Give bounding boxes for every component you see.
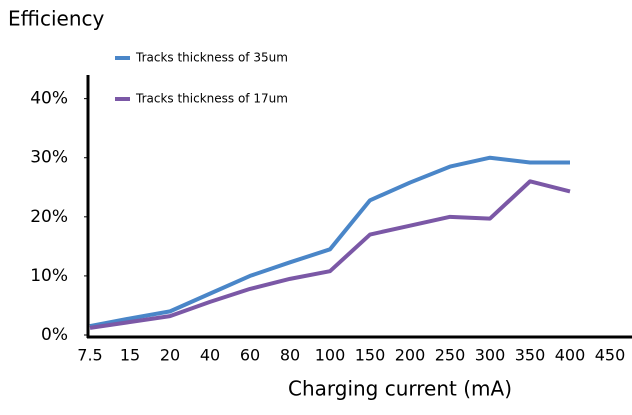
x-tick-label: 15 (120, 346, 140, 365)
y-tick-label: 10% (30, 266, 68, 286)
legend-label: Tracks thickness of 35um (135, 51, 288, 65)
y-tick-label: 0% (41, 325, 68, 345)
line-series (89, 179, 571, 330)
x-tick-label: 100 (315, 346, 346, 365)
x-tick-label: 60 (240, 346, 260, 365)
line-series (89, 155, 570, 329)
x-tick-label: 7.5 (77, 346, 102, 365)
y-tick-label: 30% (30, 148, 68, 168)
x-tick-label: 40 (200, 346, 220, 365)
x-tick-label: 20 (160, 346, 180, 365)
legend-label: Tracks thickness of 17um (135, 92, 288, 106)
x-tick-label: 450 (595, 346, 626, 365)
x-tick-label: 80 (280, 346, 300, 365)
x-tick-label: 200 (395, 346, 426, 365)
x-tick-label: 350 (515, 346, 546, 365)
x-tick-label: 250 (435, 346, 466, 365)
x-tick-label: 300 (475, 346, 506, 365)
x-tick-label: 400 (555, 346, 586, 365)
chart-title: Efficiency (8, 7, 105, 31)
y-tick-label: 40% (30, 89, 68, 109)
y-tick-label: 20% (30, 207, 68, 227)
x-axis-label: Charging current (mA) (288, 377, 512, 401)
x-tick-label: 150 (355, 346, 386, 365)
